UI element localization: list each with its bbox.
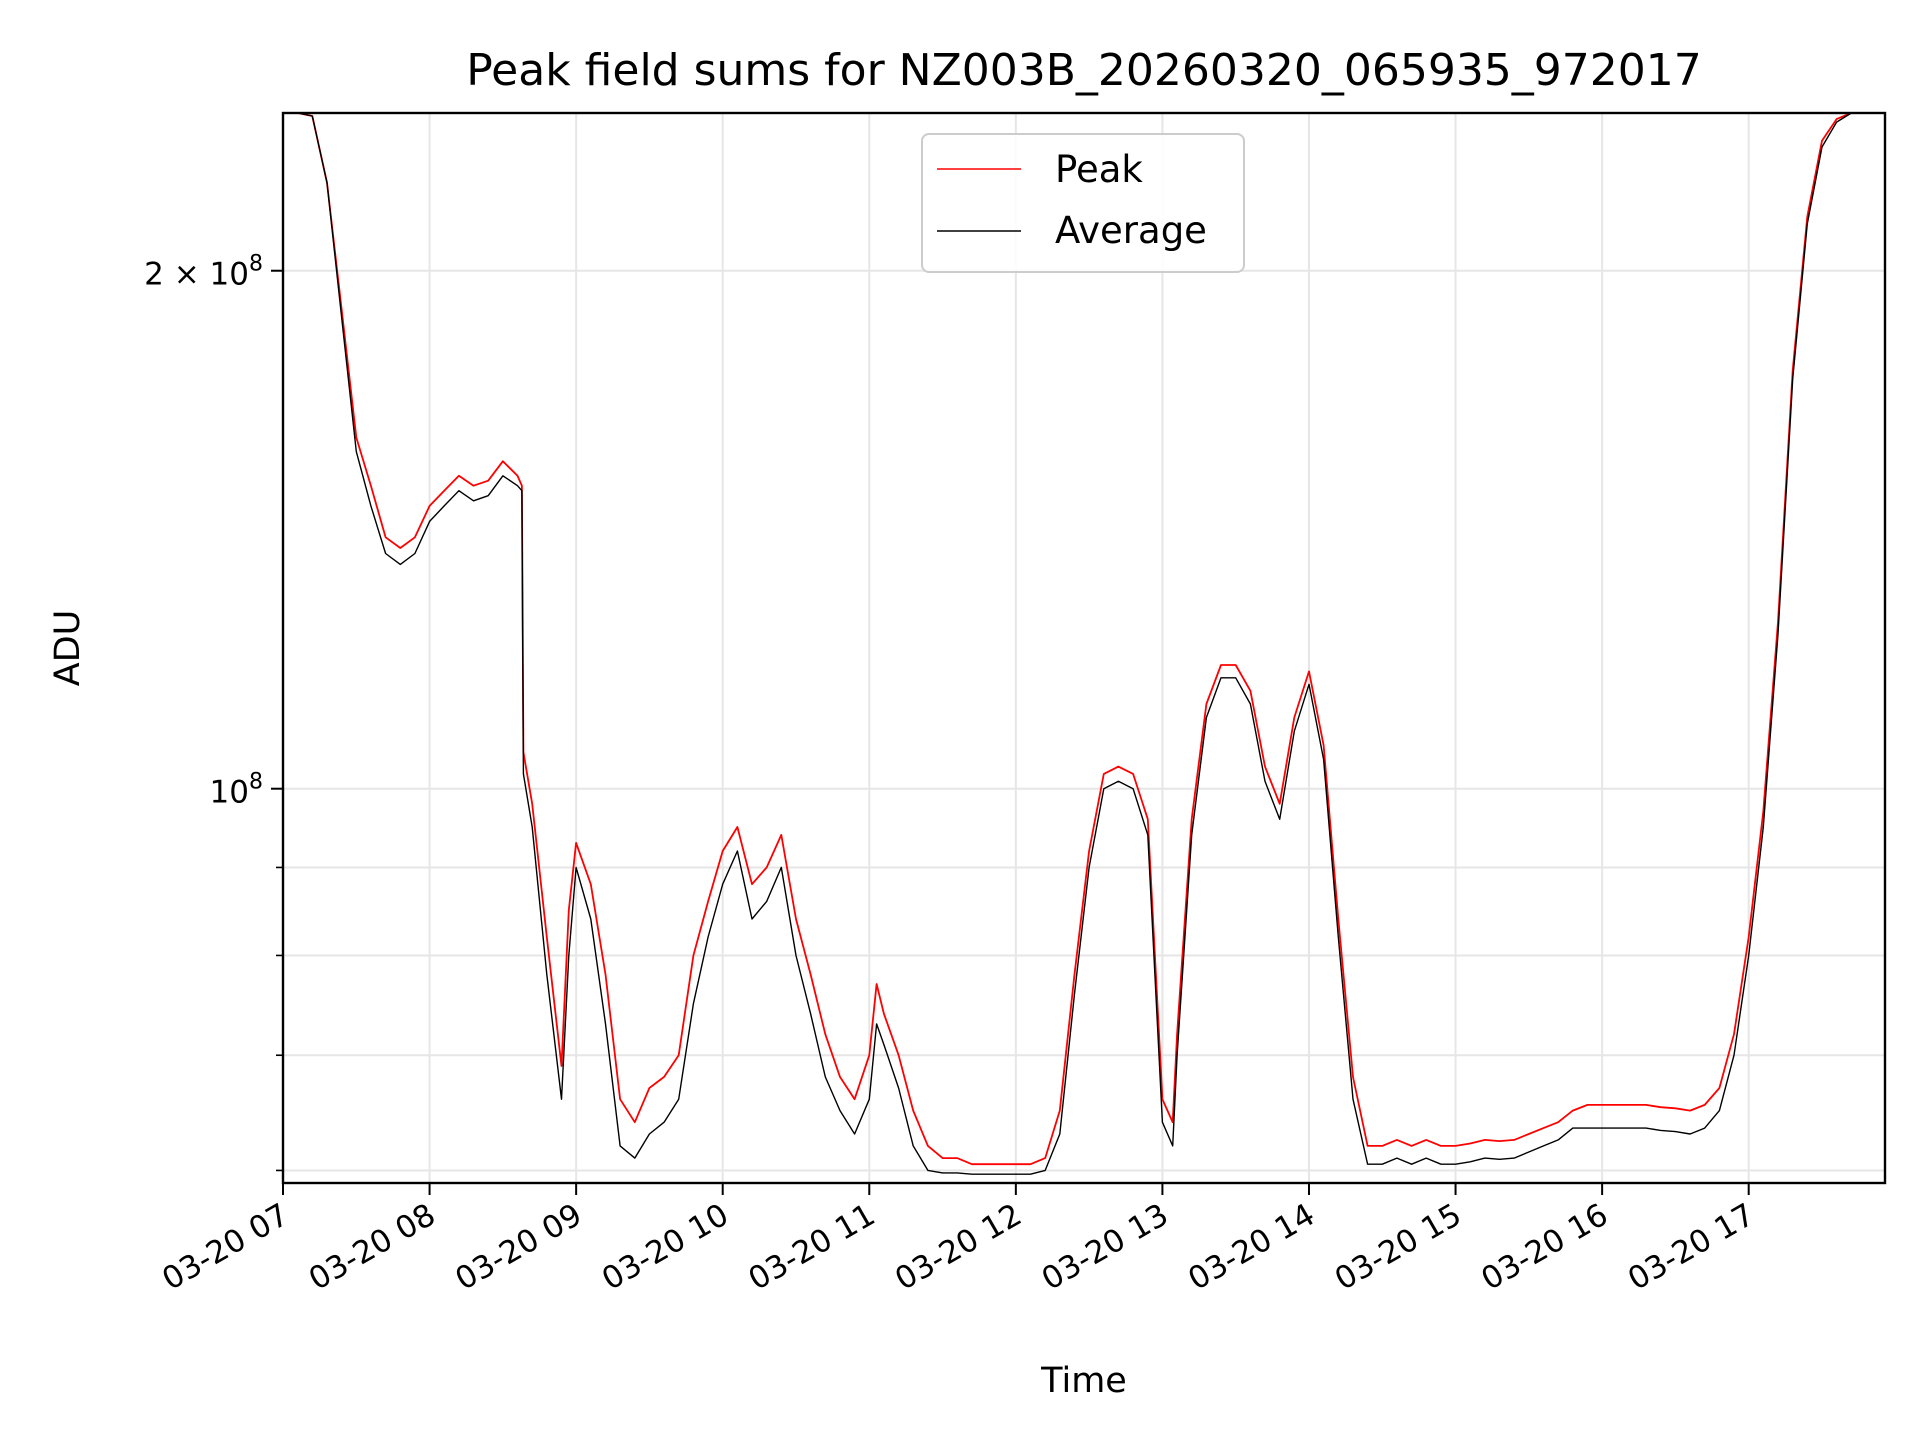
series-line-peak bbox=[283, 112, 1885, 1166]
y-tick-label: 108 bbox=[210, 770, 263, 811]
y-tick-label: 2 × 108 bbox=[144, 252, 263, 293]
legend-label-average: Average bbox=[1055, 209, 1207, 252]
legend: Peak Average bbox=[921, 133, 1245, 273]
series-layer bbox=[283, 112, 1885, 1175]
y-axis-title: ADU bbox=[48, 610, 88, 687]
plot-frame bbox=[281, 111, 1887, 1185]
grid bbox=[282, 113, 1885, 1183]
chart-title: Peak field sums for NZ003B_20260320_0659… bbox=[466, 45, 1702, 96]
x-axis-title: Time bbox=[1040, 1361, 1127, 1401]
series-line-average bbox=[283, 112, 1885, 1175]
legend-label-peak: Peak bbox=[1055, 148, 1143, 191]
